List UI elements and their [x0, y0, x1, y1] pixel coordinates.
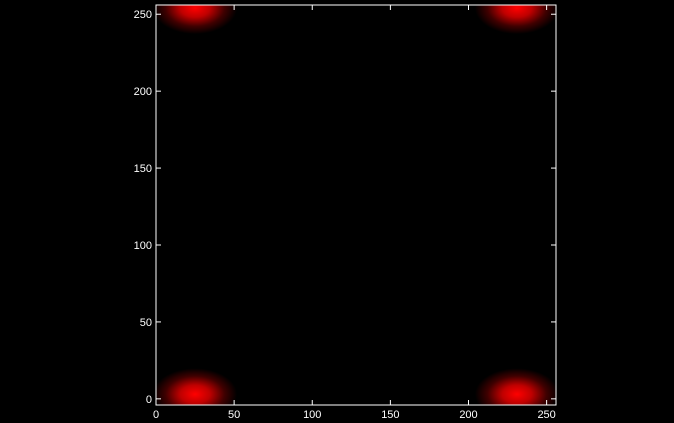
- y-tick-label: 200: [134, 86, 152, 98]
- hotspot-2: [474, 368, 556, 405]
- y-tick-label: 0: [146, 394, 152, 406]
- x-tick-label: 200: [459, 409, 477, 421]
- y-axis: 0 50 100 150 200 250: [134, 9, 556, 406]
- hotspot-4: [474, 5, 556, 35]
- y-tick-label: 250: [134, 9, 152, 21]
- x-tick-label: 150: [381, 409, 399, 421]
- hotspot-1: [156, 368, 238, 405]
- x-axis: 0 50 100 150 200 250: [153, 5, 556, 421]
- hotspot-3: [156, 5, 238, 35]
- plot-area: [156, 5, 556, 405]
- x-tick-label: 100: [303, 409, 321, 421]
- x-tick-label: 50: [228, 409, 240, 421]
- y-tick-label: 150: [134, 163, 152, 175]
- x-tick-label: 250: [537, 409, 555, 421]
- y-tick-label: 100: [134, 240, 152, 252]
- axes-frame: [155, 4, 557, 406]
- y-tick-label: 50: [140, 317, 152, 329]
- x-tick-label: 0: [153, 409, 159, 421]
- heatmap-layer: [156, 5, 556, 405]
